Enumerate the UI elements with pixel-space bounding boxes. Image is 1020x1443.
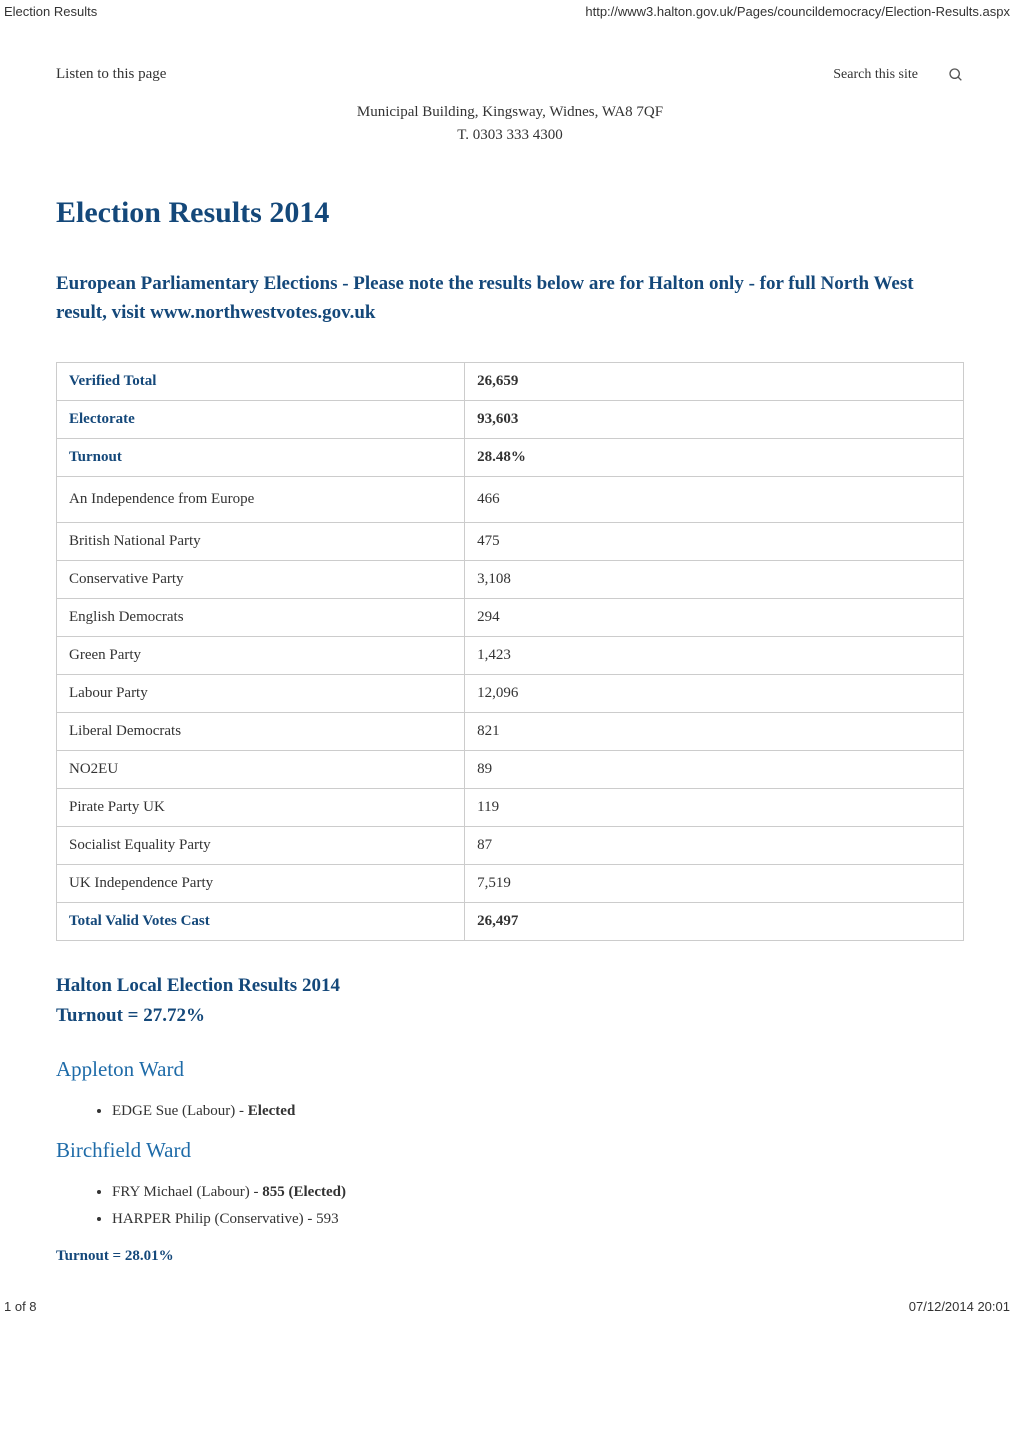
address-line-1: Municipal Building, Kingsway, Widnes, WA… [56,101,964,124]
table-row: NO2EU89 [57,751,964,789]
table-row: Electorate93,603 [57,401,964,439]
search-placeholder-text[interactable]: Search this site [833,67,918,83]
table-row: An Independence from Europe466 [57,477,964,523]
table-cell-label: UK Independence Party [57,865,465,903]
address-line-2: T. 0303 333 4300 [56,124,964,147]
header-left: Election Results [4,4,97,19]
table-cell-label: Socialist Equality Party [57,827,465,865]
table-cell-value: 1,423 [465,637,964,675]
search-area: Search this site [833,67,964,83]
print-header: Election Results http://www3.halton.gov.… [0,0,1020,21]
print-footer: 1 of 8 07/12/2014 20:01 [0,1295,1020,1318]
table-cell-value: 26,659 [465,363,964,401]
table-row: Conservative Party3,108 [57,561,964,599]
candidate-list: FRY Michael (Labour) - 855 (Elected) HARP… [112,1179,964,1232]
footer-left: 1 of 8 [4,1299,37,1314]
table-cell-value: 93,603 [465,401,964,439]
wards-container: Appleton Ward EDGE Sue (Labour) - Elected… [56,1057,964,1266]
ward-heading[interactable]: Appleton Ward [56,1057,964,1082]
table-cell-value: 466 [465,477,964,523]
table-cell-label: Electorate [57,401,465,439]
page-title: Election Results 2014 [56,196,964,230]
table-cell-label: Pirate Party UK [57,789,465,827]
top-utility-row: Listen to this page Search this site [56,66,964,83]
table-cell-label: British National Party [57,523,465,561]
local-heading-line1: Halton Local Election Results 2014 [56,975,340,996]
table-row: UK Independence Party7,519 [57,865,964,903]
table-cell-label: Turnout [57,439,465,477]
candidate-item: HARPER Philip (Conservative) - 593 [112,1206,964,1233]
table-cell-label: Conservative Party [57,561,465,599]
local-heading-line2: Turnout = 27.72% [56,1005,205,1026]
table-row: Liberal Democrats821 [57,713,964,751]
table-cell-value: 89 [465,751,964,789]
table-cell-value: 3,108 [465,561,964,599]
table-row: British National Party475 [57,523,964,561]
table-cell-value: 7,519 [465,865,964,903]
eu-results-table: Verified Total26,659Electorate93,603Turn… [56,362,964,941]
candidate-text: EDGE Sue (Labour) - [112,1103,248,1119]
listen-link[interactable]: Listen to this page [56,66,166,83]
table-cell-value: 294 [465,599,964,637]
table-row: English Democrats294 [57,599,964,637]
candidate-result: Elected [248,1103,295,1119]
table-cell-value: 26,497 [465,903,964,941]
candidate-text: FRY Michael (Labour) - [112,1184,262,1200]
table-cell-value: 28.48% [465,439,964,477]
candidate-text: HARPER Philip (Conservative) - 593 [112,1211,339,1227]
table-cell-label: Verified Total [57,363,465,401]
table-cell-label: English Democrats [57,599,465,637]
local-section-heading: Halton Local Election Results 2014 Turno… [56,971,964,1032]
eu-section-heading: European Parliamentary Elections - Pleas… [56,270,964,327]
table-cell-value: 475 [465,523,964,561]
ward-turnout: Turnout = 28.01% [56,1248,964,1265]
table-cell-label: Labour Party [57,675,465,713]
candidate-list: EDGE Sue (Labour) - Elected [112,1098,964,1125]
table-row: Verified Total26,659 [57,363,964,401]
table-cell-label: An Independence from Europe [57,477,465,523]
table-cell-value: 87 [465,827,964,865]
table-row: Pirate Party UK119 [57,789,964,827]
table-cell-value: 119 [465,789,964,827]
page-content: Listen to this page Search this site Mun… [0,66,1020,1265]
address-block: Municipal Building, Kingsway, Widnes, WA… [56,101,964,146]
footer-right: 07/12/2014 20:01 [909,1299,1010,1314]
table-row: Labour Party12,096 [57,675,964,713]
table-row: Socialist Equality Party87 [57,827,964,865]
candidate-item: EDGE Sue (Labour) - Elected [112,1098,964,1125]
table-row: Green Party1,423 [57,637,964,675]
table-cell-label: Liberal Democrats [57,713,465,751]
table-row: Total Valid Votes Cast26,497 [57,903,964,941]
candidate-result: 855 (Elected) [262,1184,346,1200]
table-row: Turnout28.48% [57,439,964,477]
table-cell-label: Total Valid Votes Cast [57,903,465,941]
table-cell-label: Green Party [57,637,465,675]
table-cell-label: NO2EU [57,751,465,789]
table-cell-value: 821 [465,713,964,751]
search-icon[interactable] [948,67,964,83]
candidate-item: FRY Michael (Labour) - 855 (Elected) [112,1179,964,1206]
ward-heading[interactable]: Birchfield Ward [56,1138,964,1163]
header-right: http://www3.halton.gov.uk/Pages/councild… [585,4,1010,19]
table-cell-value: 12,096 [465,675,964,713]
